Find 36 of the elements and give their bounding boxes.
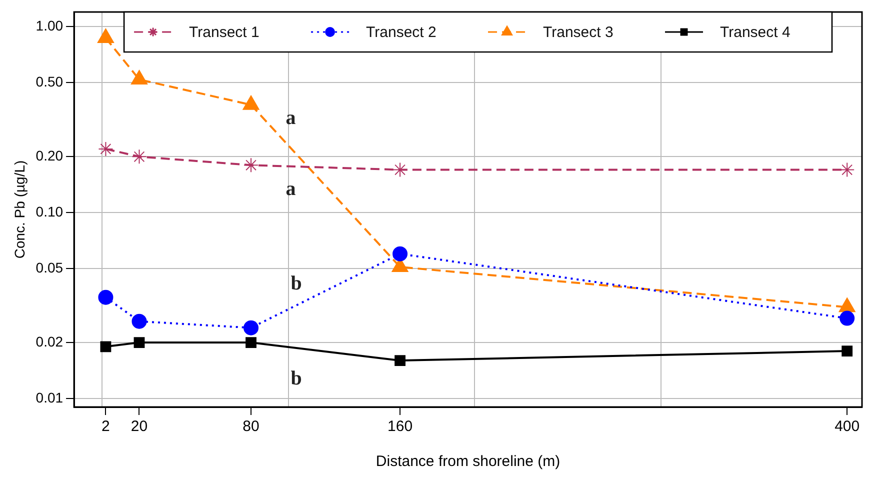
x-tick-label: 160 <box>388 418 413 436</box>
point <box>132 314 147 329</box>
point <box>840 310 855 326</box>
y-tick-label: 0.50 <box>36 74 64 90</box>
legend-label: Transect 2 <box>366 24 436 42</box>
point <box>840 162 855 178</box>
x-tick-label: 80 <box>242 418 260 436</box>
legend-label: Transect 4 <box>720 24 790 42</box>
point <box>394 355 406 366</box>
point <box>842 346 853 356</box>
point <box>100 341 112 352</box>
annotation: a <box>286 178 296 200</box>
y-tick-label: 0.20 <box>36 148 64 164</box>
y-tick-label: 1.00 <box>36 18 64 34</box>
y-tick-label: 0.02 <box>36 333 64 350</box>
x-tick-label: 400 <box>834 418 860 436</box>
point <box>98 141 114 156</box>
point <box>392 246 408 262</box>
y-tick-label: 0.10 <box>36 203 64 220</box>
y-tick-label: 0.05 <box>36 259 64 276</box>
point <box>244 320 259 336</box>
y-tick-label: 0.01 <box>36 389 64 406</box>
point <box>244 158 259 173</box>
point <box>98 290 114 305</box>
annotation: b <box>290 368 302 390</box>
annotation: b <box>290 272 302 295</box>
annotation: a <box>286 106 296 129</box>
legend-label: Transect 1 <box>189 24 260 42</box>
point <box>132 149 147 164</box>
point <box>246 337 256 348</box>
x-tick-label: 20 <box>130 418 148 436</box>
x-tick-label: 2 <box>102 418 110 436</box>
legend-label: Transect 3 <box>543 24 614 42</box>
x-axis-title: Distance from shoreline (m) <box>376 453 560 470</box>
point <box>134 337 145 348</box>
y-axis-title: Conc. Pb (µg/L) <box>11 160 28 259</box>
